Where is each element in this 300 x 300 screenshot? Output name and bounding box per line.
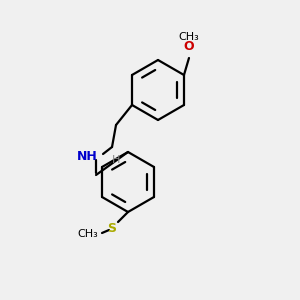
Text: CH₃: CH₃ bbox=[77, 229, 98, 239]
Text: H: H bbox=[112, 155, 120, 165]
Text: S: S bbox=[107, 221, 116, 235]
Text: NH: NH bbox=[77, 151, 98, 164]
Text: O: O bbox=[184, 40, 194, 53]
Text: CH₃: CH₃ bbox=[178, 32, 200, 42]
